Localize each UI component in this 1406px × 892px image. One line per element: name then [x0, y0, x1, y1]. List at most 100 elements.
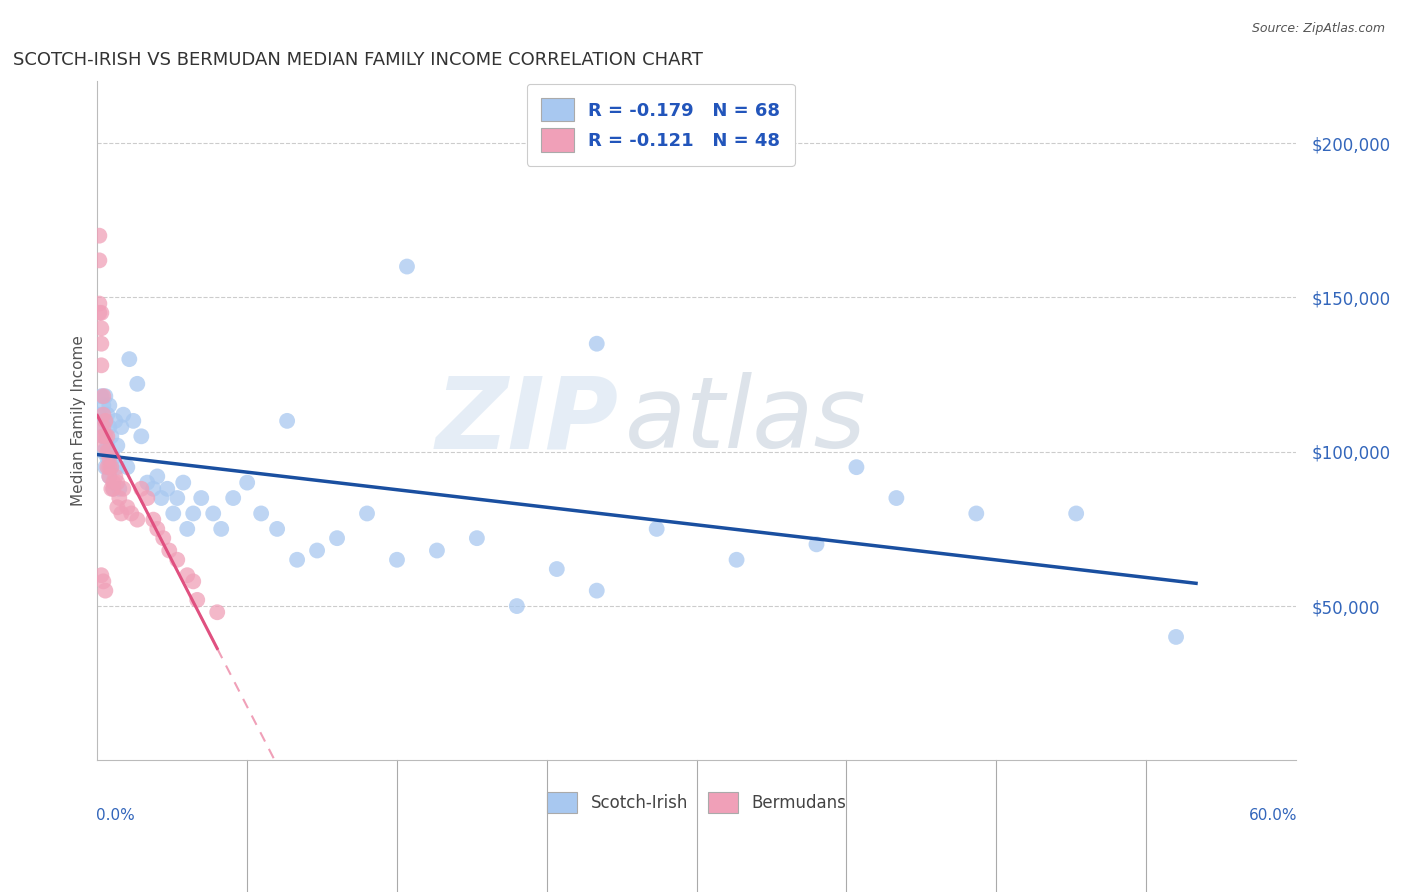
- Point: [112, 408, 135, 422]
- Point: [90, 321, 112, 335]
- Point: [96, 408, 118, 422]
- Point: [90, 568, 112, 582]
- Point: [103, 482, 125, 496]
- Point: [90, 420, 112, 434]
- Point: [250, 507, 273, 521]
- Point: [93, 408, 115, 422]
- Point: [89, 228, 111, 243]
- Point: [236, 475, 259, 490]
- Point: [146, 522, 169, 536]
- Point: [181, 507, 204, 521]
- Point: [94, 414, 117, 428]
- Point: [222, 491, 245, 505]
- Point: [105, 475, 128, 490]
- Point: [426, 543, 449, 558]
- Point: [129, 429, 152, 443]
- Point: [176, 568, 198, 582]
- Point: [152, 531, 174, 545]
- Point: [110, 507, 132, 521]
- Point: [142, 482, 165, 496]
- Point: [585, 336, 607, 351]
- Point: [96, 429, 118, 443]
- Point: [93, 420, 115, 434]
- Text: 0.0%: 0.0%: [96, 808, 135, 823]
- Point: [96, 444, 118, 458]
- Point: [266, 522, 288, 536]
- Point: [98, 399, 121, 413]
- Point: [172, 475, 194, 490]
- Text: ZIP: ZIP: [436, 372, 619, 469]
- Point: [93, 444, 115, 458]
- Point: [98, 460, 121, 475]
- Point: [89, 408, 111, 422]
- Y-axis label: Median Family Income: Median Family Income: [72, 335, 86, 507]
- Point: [307, 543, 329, 558]
- Point: [166, 491, 188, 505]
- Point: [93, 429, 115, 443]
- Point: [103, 475, 125, 490]
- Point: [100, 460, 122, 475]
- Point: [90, 306, 112, 320]
- Point: [90, 389, 112, 403]
- Point: [117, 460, 139, 475]
- Point: [120, 507, 142, 521]
- Point: [105, 439, 128, 453]
- Point: [142, 513, 165, 527]
- Point: [118, 352, 141, 367]
- Point: [94, 414, 117, 428]
- Point: [90, 359, 112, 373]
- Point: [108, 491, 131, 505]
- Point: [94, 389, 117, 403]
- Point: [886, 491, 908, 505]
- Point: [129, 482, 152, 496]
- Point: [585, 583, 607, 598]
- Point: [89, 306, 111, 320]
- Point: [112, 482, 135, 496]
- Point: [93, 399, 115, 413]
- Point: [209, 522, 232, 536]
- Point: [98, 450, 121, 465]
- Point: [93, 439, 115, 453]
- Point: [465, 531, 488, 545]
- Point: [181, 574, 204, 589]
- Point: [103, 482, 125, 496]
- Point: [176, 522, 198, 536]
- Point: [136, 475, 159, 490]
- Text: Source: ZipAtlas.com: Source: ZipAtlas.com: [1251, 22, 1385, 36]
- Point: [645, 522, 668, 536]
- Point: [156, 482, 179, 496]
- Point: [104, 414, 127, 428]
- Text: 60.0%: 60.0%: [1249, 808, 1298, 823]
- Point: [98, 469, 121, 483]
- Point: [1064, 507, 1087, 521]
- Point: [105, 500, 128, 515]
- Point: [157, 543, 180, 558]
- Point: [93, 574, 115, 589]
- Text: atlas: atlas: [624, 372, 866, 469]
- Point: [326, 531, 349, 545]
- Point: [108, 482, 131, 496]
- Point: [94, 460, 117, 475]
- Text: SCOTCH-IRISH VS BERMUDAN MEDIAN FAMILY INCOME CORRELATION CHART: SCOTCH-IRISH VS BERMUDAN MEDIAN FAMILY I…: [14, 51, 703, 69]
- Point: [89, 253, 111, 268]
- Point: [93, 389, 115, 403]
- Point: [150, 491, 173, 505]
- Point: [94, 583, 117, 598]
- Point: [93, 429, 115, 443]
- Point: [94, 429, 117, 443]
- Point: [90, 336, 112, 351]
- Point: [103, 450, 125, 465]
- Point: [127, 513, 149, 527]
- Point: [98, 420, 121, 434]
- Point: [965, 507, 987, 521]
- Legend: Scotch-Irish, Bermudans: Scotch-Irish, Bermudans: [540, 785, 853, 820]
- Point: [105, 460, 128, 475]
- Point: [122, 414, 145, 428]
- Point: [127, 376, 149, 391]
- Point: [385, 553, 408, 567]
- Point: [100, 482, 122, 496]
- Point: [136, 491, 159, 505]
- Point: [96, 460, 118, 475]
- Point: [190, 491, 212, 505]
- Point: [546, 562, 568, 576]
